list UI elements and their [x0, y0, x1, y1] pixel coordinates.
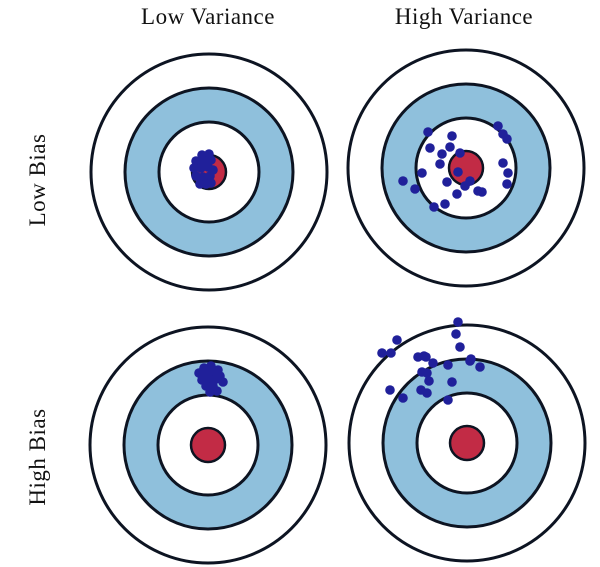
- target-high-bias-high-variance: [347, 317, 587, 563]
- shot-dot: [437, 149, 447, 159]
- shot-dot: [218, 377, 228, 387]
- shot-dot: [424, 376, 434, 386]
- shot-dot: [423, 127, 433, 137]
- shot-dot: [377, 348, 387, 358]
- target-high-bias-low-variance: [88, 325, 328, 565]
- shot-dot: [455, 148, 465, 158]
- shot-dot: [421, 352, 431, 362]
- shot-dot: [196, 163, 206, 173]
- column-header-high-variance: High Variance: [394, 4, 534, 29]
- shot-dot: [442, 177, 452, 187]
- shot-dot: [385, 385, 395, 395]
- shot-dot: [475, 362, 485, 372]
- shot-dot: [398, 393, 408, 403]
- shot-dot: [466, 354, 476, 364]
- shot-dot: [428, 358, 438, 368]
- shot-dot: [422, 388, 432, 398]
- shot-dot: [206, 178, 216, 188]
- bullseye-center: [189, 426, 227, 464]
- shot-dot: [440, 199, 450, 209]
- shot-dot: [447, 377, 457, 387]
- shot-dot: [452, 189, 462, 199]
- shot-dot: [445, 142, 455, 152]
- shot-dot: [503, 168, 513, 178]
- shot-dot: [443, 360, 453, 370]
- bullseye-center: [448, 424, 486, 462]
- shot-dot: [493, 121, 503, 131]
- shot-dot: [453, 167, 463, 177]
- shot-dot: [422, 368, 432, 378]
- target-low-bias-high-variance: [346, 48, 586, 288]
- shot-dot: [453, 317, 463, 327]
- shot-dot: [498, 158, 508, 168]
- shot-dot: [205, 387, 215, 397]
- shot-dot: [386, 348, 396, 358]
- shot-dot: [205, 171, 215, 181]
- shot-dot: [451, 329, 461, 339]
- shot-dot: [502, 134, 512, 144]
- target-low-bias-low-variance: [89, 52, 329, 292]
- shot-dot: [443, 395, 453, 405]
- shot-dot: [447, 131, 457, 141]
- shot-dot: [398, 176, 408, 186]
- shot-dot: [189, 163, 199, 173]
- shot-dot: [392, 335, 402, 345]
- shot-dot: [460, 181, 470, 191]
- shot-dot: [429, 202, 439, 212]
- column-header-low-variance: Low Variance: [141, 4, 275, 29]
- shot-dot: [191, 171, 201, 181]
- shot-dot: [212, 386, 222, 396]
- shot-dot: [425, 143, 435, 153]
- shot-dot: [410, 184, 420, 194]
- shot-dot: [417, 168, 427, 178]
- shot-dot: [502, 179, 512, 189]
- shot-dot: [477, 187, 487, 197]
- shot-dot: [435, 159, 445, 169]
- shot-dot: [455, 342, 465, 352]
